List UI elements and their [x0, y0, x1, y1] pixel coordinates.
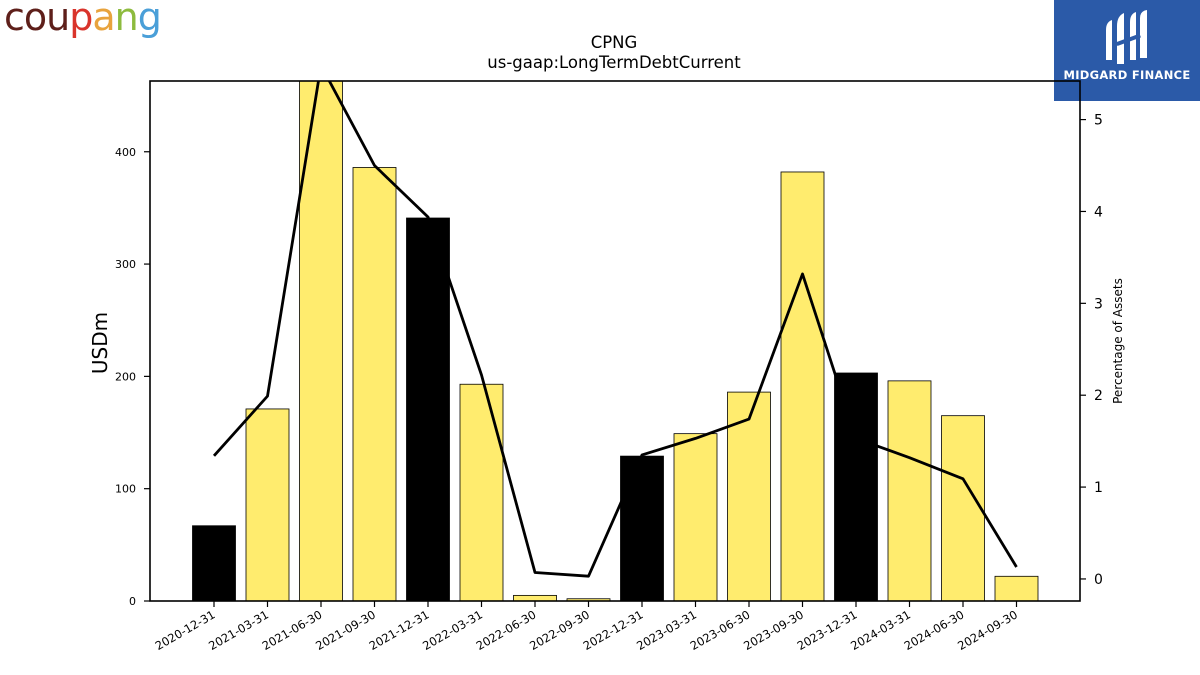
percentage-line [212, 81, 1018, 578]
bar [352, 167, 397, 601]
x-axis: 2020-12-312021-03-312021-06-302021-09-30… [153, 601, 1020, 653]
y-axis-label: USDm [88, 312, 112, 374]
x-tick-label: 2023-03-31 [634, 607, 699, 653]
y2-tick-label: 1 [1094, 480, 1103, 496]
bar [780, 171, 825, 601]
coupang-logo-letter: n [114, 0, 139, 39]
coupang-logo-letter: u [46, 0, 70, 39]
chart-title: CPNG [591, 33, 638, 52]
y-tick-label: 400 [115, 146, 136, 159]
x-tick-label: 2022-09-30 [527, 607, 592, 653]
bar-series [192, 81, 1039, 601]
left-y-axis: 0 100 200 300 400 [115, 146, 150, 608]
bar [941, 415, 985, 601]
coupang-logo-letter: a [92, 0, 115, 39]
y2-tick-label: 2 [1094, 388, 1103, 404]
y2-tick-label: 5 [1094, 113, 1103, 129]
y2-tick-label: 4 [1094, 204, 1103, 220]
x-tick-label: 2021-06-30 [260, 607, 325, 653]
bar [245, 408, 290, 601]
x-tick-label: 2022-12-31 [581, 607, 646, 653]
x-tick-label: 2024-03-31 [848, 607, 913, 653]
y2-tick-label: 0 [1094, 572, 1103, 588]
bar [727, 391, 771, 601]
right-y-axis: 0 1 2 3 4 5 [1080, 113, 1103, 588]
plot-frame [149, 80, 1081, 602]
x-tick-label: 2023-06-30 [688, 607, 753, 653]
midgard-finance-logo-text: MIDGARD FINANCE [1063, 68, 1191, 82]
bar [192, 525, 236, 601]
x-tick-label: 2024-09-30 [955, 607, 1020, 653]
chart-subtitle: us-gaap:LongTermDebtCurrent [487, 53, 741, 72]
midgard-finance-logo: MIDGARD FINANCE [1054, 0, 1200, 101]
bar [513, 594, 557, 601]
bar [834, 372, 878, 601]
x-tick-label: 2022-03-31 [420, 607, 485, 653]
bar [887, 380, 932, 601]
x-tick-label: 2022-06-30 [474, 607, 539, 653]
x-tick-label: 2021-09-30 [313, 607, 378, 653]
coupang-logo-letter: c [4, 0, 25, 39]
x-tick-label: 2021-12-31 [367, 607, 432, 653]
bar [459, 383, 504, 601]
percentage-line-series [212, 81, 1018, 578]
y-tick-label: 0 [129, 595, 136, 608]
bar [299, 81, 343, 601]
y-tick-label: 100 [115, 483, 136, 496]
y-tick-label: 200 [115, 370, 136, 383]
coupang-logo-letter: g [137, 0, 162, 39]
x-tick-label: 2024-06-30 [902, 607, 967, 653]
coupang-logo: coupang [4, 0, 162, 39]
x-tick-label: 2021-03-31 [206, 607, 271, 653]
coupang-logo-letter: p [69, 0, 93, 39]
x-tick-label: 2023-12-31 [795, 607, 860, 653]
x-tick-label: 2020-12-31 [153, 607, 218, 653]
right-y-axis-label: Percentage of Assets [1111, 278, 1125, 404]
midgard-mark-icon [1106, 10, 1147, 64]
bar [994, 575, 1039, 601]
coupang-logo-letter: o [23, 0, 47, 39]
bar [673, 433, 718, 601]
bar [566, 598, 611, 601]
bar [620, 455, 664, 601]
y-tick-label: 300 [115, 258, 136, 271]
x-tick-label: 2023-09-30 [741, 607, 806, 653]
y2-tick-label: 3 [1094, 296, 1103, 312]
bar [406, 217, 450, 601]
